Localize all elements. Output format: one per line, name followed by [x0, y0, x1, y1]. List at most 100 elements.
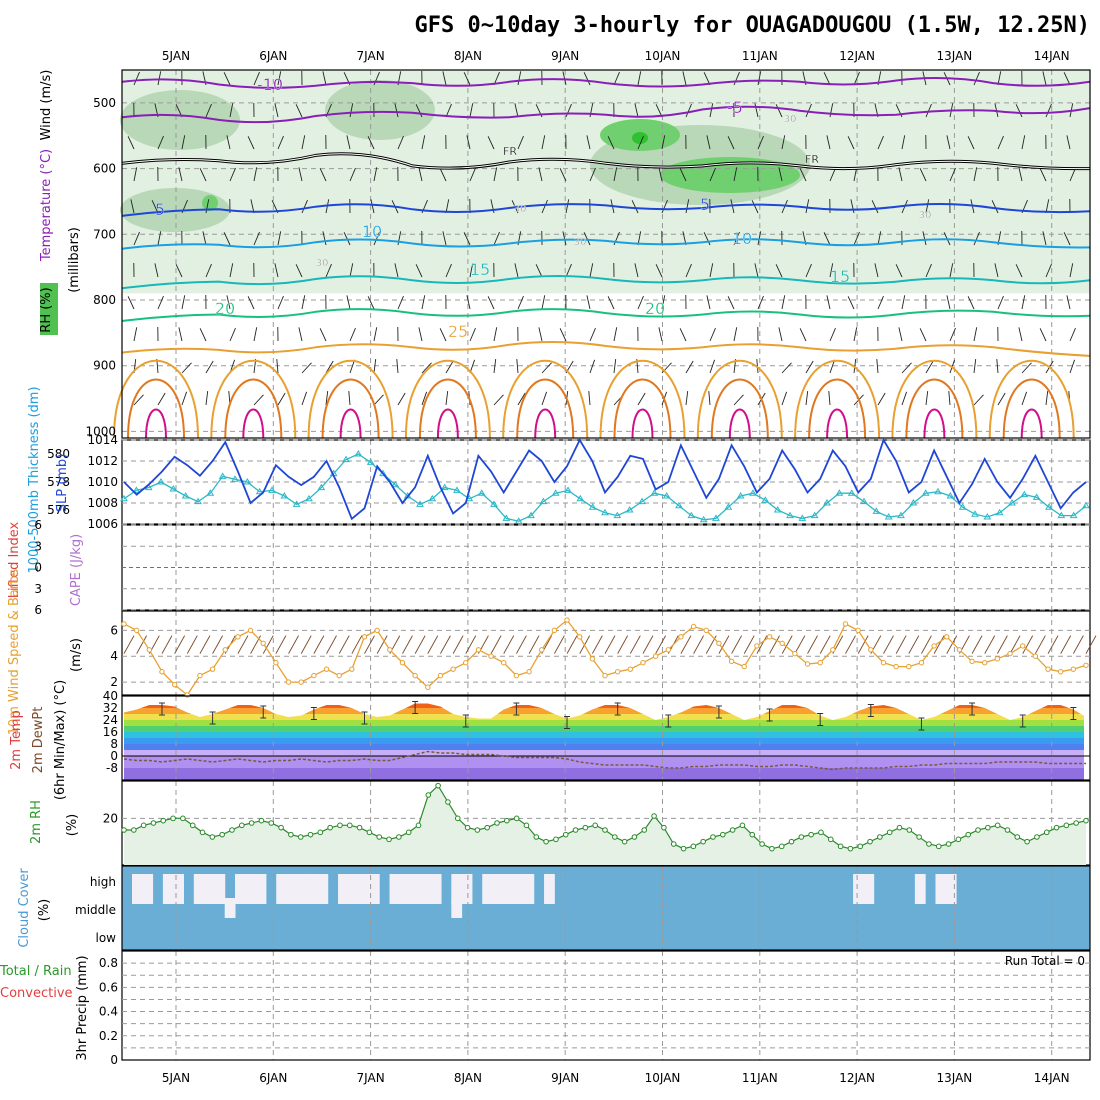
cloud-layer-label: middle — [75, 903, 116, 917]
rh-point — [386, 836, 392, 843]
thickness-point — [218, 472, 227, 479]
lifted-index-cape-panel: 6 3 0 3 6 Lifted Index CAPE (J/kg) — [7, 518, 1091, 617]
rh-point — [278, 824, 284, 831]
wind-barb — [709, 327, 716, 342]
wind-barb — [414, 635, 426, 654]
wind-barb — [301, 135, 306, 150]
top-date-label: 14JAN — [1034, 49, 1070, 63]
wind-barb — [1015, 104, 1023, 118]
wind-barb — [253, 327, 258, 342]
wind-barb — [1045, 391, 1049, 406]
contour-35 — [534, 408, 557, 439]
slp-line — [123, 437, 1087, 521]
ylabel-cloud-cover: Cloud Cover — [17, 868, 32, 948]
wind-barb — [781, 135, 786, 150]
thickness-point — [194, 497, 202, 505]
thickness-point — [144, 483, 153, 491]
thickness-point — [946, 492, 955, 499]
temperature-band — [124, 738, 1084, 744]
high-cloud-clear — [317, 874, 329, 904]
wind-barb — [685, 199, 690, 214]
contour-30 — [418, 378, 477, 439]
contour-30 — [710, 378, 769, 439]
wind-barb — [997, 295, 1004, 310]
wind-barb — [133, 394, 144, 406]
top-date-label: 11JAN — [742, 49, 778, 63]
minmax-marker — [209, 711, 216, 725]
temperature-band — [124, 768, 1084, 780]
temp-tick-label: 8 — [110, 737, 118, 751]
precip-panel: 0.8 0.6 0.4 0.2 0 Run Total = 0 Total / Rain Co… — [0, 950, 1091, 1067]
contour-35 — [826, 408, 849, 439]
thickness-point — [453, 486, 461, 493]
wind-barb — [181, 295, 186, 310]
wind-barb — [769, 635, 780, 654]
slp-tick-label: 1012 — [87, 454, 118, 468]
pressure-tick-label: 900 — [93, 359, 116, 373]
wind-barb — [313, 635, 325, 654]
contour-25 — [696, 359, 783, 439]
pressure-tick-label: 700 — [93, 227, 116, 241]
wind-barb — [133, 327, 138, 342]
wind-barb — [463, 232, 471, 246]
panel-frame — [121, 950, 1091, 1061]
wind-speed-point — [1070, 666, 1077, 672]
wind-barb — [948, 391, 951, 406]
wind-barb — [157, 231, 162, 246]
thickness-point — [132, 486, 141, 493]
rh-point — [209, 834, 216, 840]
thickness-point — [601, 508, 609, 516]
wind-barb — [949, 167, 956, 182]
bottom-date-label: 11JAN — [742, 1071, 778, 1085]
thickness-point — [576, 494, 585, 502]
thickness-point — [934, 487, 942, 495]
wind-barb — [901, 295, 906, 310]
wind-barb — [996, 359, 999, 374]
wind-barb — [1039, 168, 1047, 182]
contour-35 — [1020, 408, 1043, 439]
wind-barb — [226, 135, 231, 150]
wind-barb — [829, 103, 834, 118]
thickness-point — [379, 469, 387, 477]
wind-barb — [901, 135, 906, 150]
thickness-point — [909, 499, 918, 506]
wind-tick-label: 6 — [110, 623, 118, 637]
contour-label: -10 — [257, 75, 283, 94]
wind-barb — [514, 103, 519, 118]
wind-barb — [541, 135, 546, 150]
wind-barb — [925, 263, 932, 278]
wind-speed-point — [855, 627, 861, 634]
wind-barb — [397, 231, 402, 246]
precip-tick-label: 0.8 — [99, 956, 118, 970]
wind-barb — [877, 135, 884, 150]
wind-barb — [1021, 135, 1026, 150]
thickness-point — [255, 487, 264, 495]
wind-barb — [1034, 635, 1046, 654]
wind-speed-point — [969, 658, 975, 665]
wind-barb — [1069, 359, 1076, 374]
wind-barb — [925, 360, 934, 374]
top-date-label: 6JAN — [259, 49, 287, 63]
bottom-date-label: 13JAN — [937, 1071, 973, 1085]
wind-barb — [517, 71, 522, 86]
wind-speed-point — [323, 666, 330, 672]
wind-barb — [756, 635, 768, 654]
wind-barb — [133, 231, 140, 246]
wind-barb — [516, 635, 527, 654]
wind-speed-point — [336, 672, 342, 679]
wind-barb — [229, 327, 236, 342]
wind-speed-point — [931, 643, 937, 649]
temp-tick-label: 24 — [103, 713, 118, 727]
li-tick-label: 6 — [34, 518, 42, 532]
rh-point — [454, 815, 461, 822]
bottom-date-label: 14JAN — [1034, 1071, 1070, 1085]
high-cloud-clear — [451, 874, 463, 904]
wind-barb — [373, 327, 378, 342]
wind-barb — [253, 394, 264, 406]
wind-barb — [1021, 362, 1032, 374]
contour-label: FR — [503, 145, 517, 158]
thickness-point — [1082, 501, 1090, 509]
contour-label: 30 — [574, 237, 587, 248]
thickness-point — [983, 513, 992, 520]
